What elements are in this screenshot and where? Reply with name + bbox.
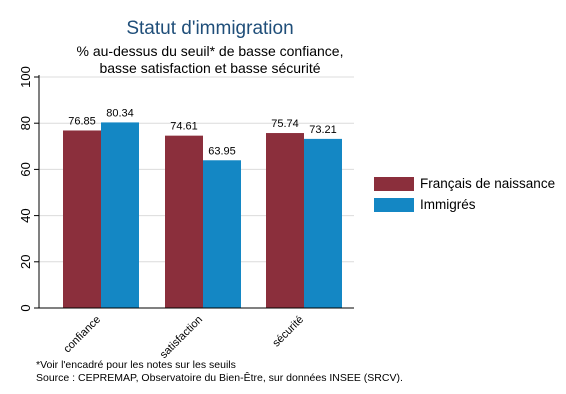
y-tick-label: 80 xyxy=(18,116,33,130)
footnote-text: *Voir l'encadré pour les notes sur les s… xyxy=(36,359,236,371)
y-tick-label: 100 xyxy=(18,66,33,88)
bar xyxy=(101,122,139,308)
source-text: Source : CEPREMAP, Observatoire du Bien-… xyxy=(36,372,403,384)
data-label: 80.34 xyxy=(106,107,134,119)
chart-subtitle-line-2: basse satisfaction et basse sécurité xyxy=(99,60,321,76)
data-label: 75.74 xyxy=(271,118,299,130)
y-tick-label: 20 xyxy=(18,255,33,269)
data-label: 74.61 xyxy=(170,121,198,133)
bar xyxy=(266,133,304,308)
data-label: 63.95 xyxy=(208,145,236,157)
chart-title: Statut d'immigration xyxy=(126,18,294,39)
legend-label-francais: Français de naissance xyxy=(420,176,556,191)
y-tick-label: 40 xyxy=(18,208,33,222)
data-label: 76.85 xyxy=(68,115,96,127)
y-tick-label: 0 xyxy=(18,304,33,311)
x-category-label: confiance xyxy=(61,314,103,356)
chart-subtitle-line-1: % au-dessus du seuil* de basse confiance… xyxy=(76,43,344,59)
y-tick-label: 60 xyxy=(18,162,33,176)
legend-swatch-francais xyxy=(374,177,414,191)
x-category-label: satisfaction xyxy=(158,314,205,361)
bar xyxy=(304,138,342,308)
data-label: 73.21 xyxy=(309,124,337,136)
bar xyxy=(203,160,241,308)
x-category-label: sécurité xyxy=(270,314,306,350)
bar xyxy=(63,130,101,308)
legend-swatch-immigres xyxy=(374,198,414,212)
legend-label-immigres: Immigrés xyxy=(420,197,476,212)
bar xyxy=(165,135,203,308)
